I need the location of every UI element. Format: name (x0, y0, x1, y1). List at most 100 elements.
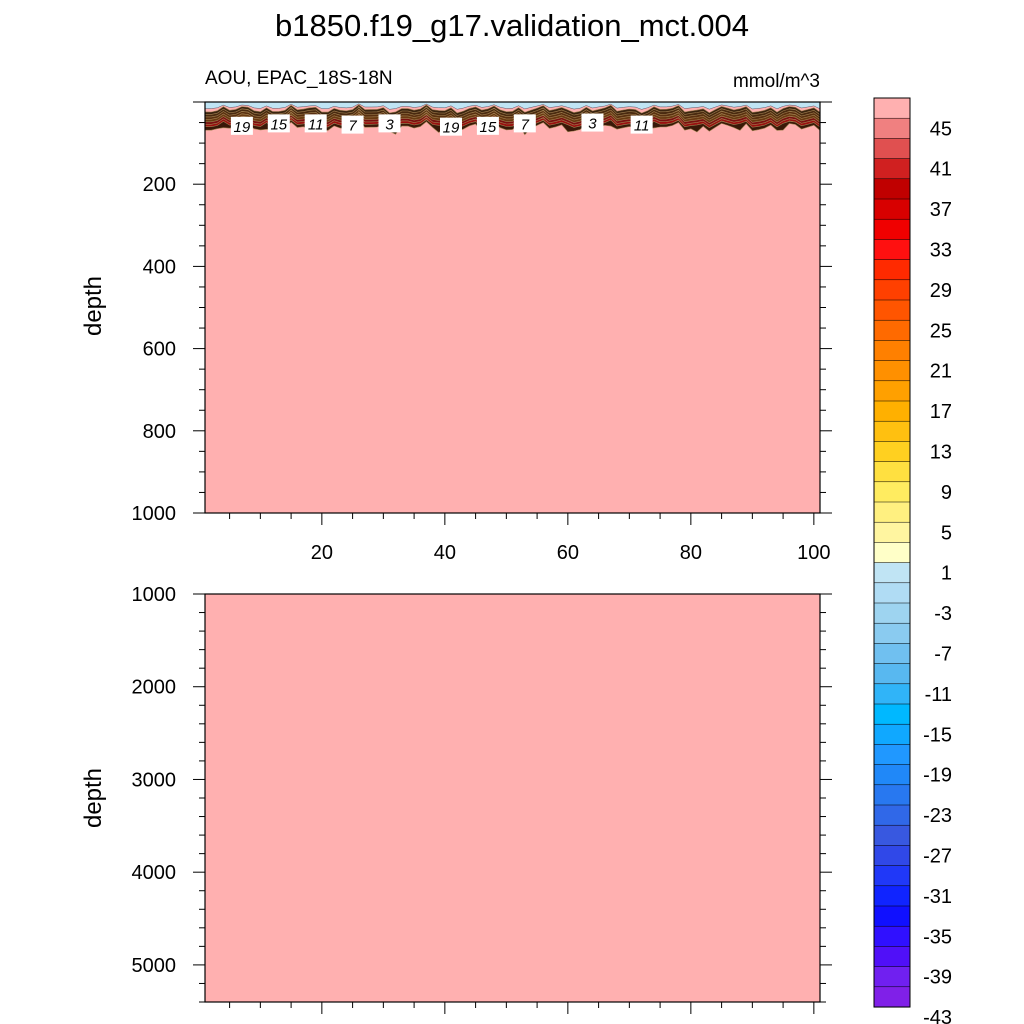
colorbar-swatch (873, 542, 911, 564)
contour-label: 19 (440, 117, 462, 137)
colorbar-label: 25 (930, 320, 952, 342)
top-panel: AOU, EPAC_18S-18N mmol/m^3 19 15 11 7 3 19 15 7… (80, 68, 832, 564)
top-panel-ticks: 200 400 600 800 1000 20 40 60 80 100 (132, 101, 832, 564)
y-tick-label: 5000 (132, 955, 177, 977)
colorbar-swatch (873, 319, 911, 341)
bottom-panel-ticks: 1000 2000 3000 4000 5000 (132, 584, 832, 1014)
y-tick-label: 1000 (132, 503, 177, 525)
colorbar-swatch (873, 845, 911, 867)
colorbar-swatch (873, 885, 911, 907)
colorbar-label: 37 (930, 199, 952, 221)
bottom-y-axis-label: depth (80, 768, 107, 828)
y-tick-label: 400 (143, 256, 176, 278)
contour-label-text: 15 (480, 119, 497, 136)
colorbar-swatch (873, 804, 911, 826)
colorbar-swatch (873, 744, 911, 766)
x-tick-label: 60 (557, 542, 579, 564)
colorbar-swatch (873, 622, 911, 644)
colorbar-swatch (873, 501, 911, 523)
colorbar-label: 1 (941, 563, 952, 585)
colorbar-swatch (873, 420, 911, 442)
contour-label-text: 11 (308, 116, 324, 133)
colorbar-swatch (873, 824, 911, 846)
contour-label-text: 7 (521, 116, 530, 133)
colorbar-label: 13 (930, 442, 952, 464)
x-tick-label: 100 (797, 542, 830, 564)
contour-label: 3 (378, 114, 401, 133)
colorbar-swatch (873, 239, 911, 261)
y-tick-label: 1000 (132, 584, 177, 606)
contour-labels: 19 15 11 7 3 19 15 7 3 11 (230, 113, 653, 137)
contour-label-text: 3 (385, 116, 394, 133)
colorbar: 45 41 37 33 29 25 21 17 13 9 5 1 -3 -7 -11 -15 -19 -23 -27… (873, 97, 952, 1024)
colorbar-label: -31 (923, 886, 952, 908)
x-tick-label: 20 (311, 542, 333, 564)
contour-label-text: 3 (588, 116, 597, 133)
colorbar-label: 5 (941, 522, 952, 544)
colorbar-swatch (873, 360, 911, 382)
contour-label-text: 19 (443, 120, 460, 137)
colorbar-swatch (873, 784, 911, 806)
x-tick-label: 80 (680, 542, 702, 564)
colorbar-swatch (873, 158, 911, 180)
colorbar-label: 41 (930, 159, 952, 181)
y-tick-label: 600 (143, 339, 176, 361)
contour-label: 19 (230, 116, 253, 136)
colorbar-label: -11 (925, 684, 952, 706)
colorbar-label: -27 (923, 846, 952, 868)
colorbar-swatch (873, 582, 911, 604)
colorbar-swatch (873, 441, 911, 463)
colorbar-swatch (873, 218, 911, 240)
contour-label: 7 (341, 115, 364, 135)
colorbar-label: -35 (923, 926, 952, 948)
colorbar-swatch (873, 481, 911, 503)
colorbar-swatch (873, 461, 911, 483)
colorbar-swatch (873, 279, 911, 301)
colorbar-swatch (873, 663, 911, 685)
colorbar-swatch (873, 703, 911, 725)
top-y-axis-label: depth (80, 276, 107, 336)
colorbar-label: 33 (930, 240, 952, 262)
colorbar-swatch (873, 521, 911, 543)
y-tick-label: 200 (143, 174, 176, 196)
y-tick-label: 3000 (132, 769, 177, 791)
colorbar-swatch (873, 400, 911, 422)
colorbar-swatch (873, 905, 911, 927)
colorbar-label: 21 (930, 361, 952, 383)
colorbar-swatch (873, 97, 911, 119)
contour-label-text: 19 (234, 119, 251, 136)
contour-label-text: 7 (348, 118, 357, 135)
y-tick-label: 2000 (132, 677, 177, 699)
colorbar-label: -3 (934, 603, 952, 625)
colorbar-swatch (873, 602, 911, 624)
colorbar-label: -39 (923, 967, 952, 989)
panel-units-string: mmol/m^3 (733, 71, 820, 92)
contour-label: 3 (581, 113, 604, 133)
colorbar-label: 9 (941, 482, 952, 504)
chart-title: b1850.f19_g17.validation_mct.004 (275, 8, 749, 43)
bottom-panel: 1000 2000 3000 4000 5000 depth (80, 584, 832, 1014)
contour-label: 11 (304, 114, 327, 133)
colorbar-swatch (873, 138, 911, 160)
colorbar-swatch (873, 764, 911, 786)
colorbar-label: 29 (930, 280, 952, 302)
colorbar-swatch (873, 178, 911, 200)
panel-left-string: AOU, EPAC_18S-18N (205, 68, 393, 89)
colorbar-label: -7 (934, 644, 952, 666)
colorbar-swatch (873, 380, 911, 402)
x-tick-label: 40 (434, 542, 456, 564)
colorbar-swatch (873, 340, 911, 362)
colorbar-swatch (873, 966, 911, 988)
colorbar-swatch (873, 683, 911, 705)
colorbar-label: -43 (923, 1007, 952, 1024)
contour-label: 15 (476, 116, 499, 136)
contour-label: 11 (630, 115, 653, 135)
colorbar-swatch (873, 299, 911, 321)
bottom-panel-fill (205, 594, 820, 1002)
colorbar-swatch (873, 925, 911, 947)
colorbar-swatch (873, 986, 911, 1008)
contour-label: 7 (513, 114, 536, 133)
colorbar-swatch (873, 198, 911, 220)
colorbar-label: 45 (930, 118, 952, 140)
